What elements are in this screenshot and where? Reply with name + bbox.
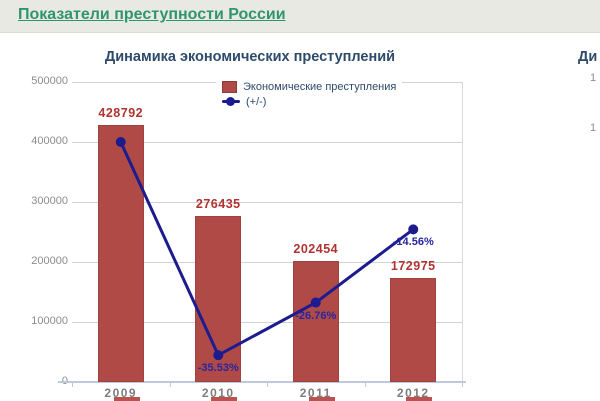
y-axis-tick-label: 200000 <box>31 255 68 267</box>
line-point-2009[interactable] <box>115 137 126 147</box>
clipped-content-fragment <box>406 397 433 401</box>
line-series-swatch-icon <box>222 97 240 106</box>
legend-item-economic-crimes[interactable]: Экономические преступления <box>222 79 396 94</box>
x-axis-tick <box>364 383 366 387</box>
y-axis-tick-label: 100000 <box>31 315 68 327</box>
page-header: Показатели преступности России <box>0 0 600 33</box>
line-point-label: -35.53% <box>197 362 239 375</box>
line-point-label: -14.56% <box>392 236 434 249</box>
line-point-2010[interactable] <box>213 350 224 361</box>
bar-2009[interactable] <box>97 125 144 382</box>
x-axis-tick <box>267 383 268 387</box>
clipped-content-fragment <box>211 397 238 401</box>
line-point-2011[interactable] <box>310 297 321 308</box>
plot-right-border <box>462 82 463 383</box>
x-axis-label-2010: 2010 <box>201 386 235 400</box>
line-point-label: -26.76% <box>295 309 337 322</box>
clipped-content-fragment <box>308 397 335 401</box>
x-axis-line <box>58 381 466 383</box>
bar-value-label: 202454 <box>293 242 339 256</box>
legend-label-plus-minus: (+/-) <box>246 95 267 108</box>
bar-value-label: 276435 <box>195 197 241 211</box>
page-title-link[interactable]: Показатели преступности России <box>18 6 286 23</box>
x-axis-label-2009: 2009 <box>104 386 138 400</box>
chart-title: Динамика экономических преступлений <box>104 49 396 65</box>
bar-value-label: 172975 <box>390 259 436 273</box>
economic-crimes-chart: 5000004000003000002000001000000428792200… <box>0 33 600 401</box>
y-axis-tick-label: 500000 <box>31 75 68 87</box>
y-axis-tick-label: 300000 <box>31 195 68 207</box>
bar-2012[interactable] <box>390 278 437 382</box>
second-chart-title-fragment: Ди <box>578 49 598 65</box>
x-axis-label-2011: 2011 <box>299 386 332 400</box>
bar-series-swatch-icon <box>222 80 237 93</box>
second-chart-tick-label: 1 <box>590 72 597 84</box>
trend-line <box>119 141 415 358</box>
line-point-2012[interactable] <box>408 224 419 235</box>
x-axis-label-2012: 2012 <box>396 386 430 400</box>
legend-label-economic-crimes: Экономические преступления <box>243 80 397 93</box>
x-axis-tick <box>462 383 463 387</box>
chart-legend: Экономические преступления (+/-) <box>216 77 403 111</box>
clipped-content-fragment <box>113 397 140 401</box>
legend-item-plus-minus[interactable]: (+/-) <box>222 94 396 109</box>
y-axis-tick-label: 400000 <box>31 135 68 147</box>
second-chart-tick-label: 1 <box>590 122 597 134</box>
x-axis-tick <box>72 383 73 387</box>
x-axis-tick <box>169 383 171 387</box>
bar-value-label: 428792 <box>98 106 144 120</box>
